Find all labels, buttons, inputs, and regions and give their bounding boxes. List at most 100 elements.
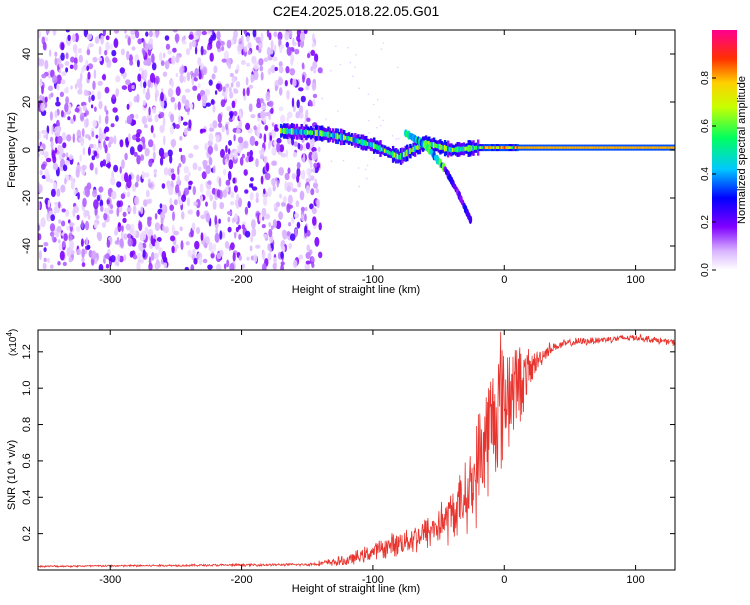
noise-blob xyxy=(85,187,90,198)
noise-blob xyxy=(170,138,177,148)
trace-core xyxy=(429,142,433,147)
trace-core xyxy=(382,147,385,152)
trace-core xyxy=(343,134,346,141)
noise-blob xyxy=(60,79,66,85)
noise-blob xyxy=(255,197,259,203)
noise-blob xyxy=(58,201,61,209)
trace-core xyxy=(640,146,644,149)
noise-blob xyxy=(205,212,211,223)
noise-blob xyxy=(58,63,64,69)
noise-blob xyxy=(306,117,311,123)
noise-blob xyxy=(240,60,246,65)
trace-core xyxy=(551,146,554,149)
noise-blob xyxy=(225,83,230,88)
snr-x-tick-label: 100 xyxy=(626,574,644,586)
noise-blob xyxy=(200,232,204,242)
trace-core xyxy=(644,146,647,149)
trace-core xyxy=(615,146,619,149)
noise-blob xyxy=(270,107,274,114)
snr-frame xyxy=(37,329,676,571)
noise-blob xyxy=(272,56,278,62)
trace-core xyxy=(332,132,335,139)
noise-blob xyxy=(247,42,252,49)
noise-blob xyxy=(207,264,213,270)
sparse-noise-dot xyxy=(396,66,399,69)
noise-blob xyxy=(103,140,106,149)
trace-core xyxy=(410,148,414,153)
trace-core xyxy=(355,138,358,143)
noise-blob xyxy=(86,49,91,56)
trace-core xyxy=(535,146,538,149)
noise-blob xyxy=(297,142,301,150)
spectrogram-y-ticks: 40 20 0 -20 -40 xyxy=(21,48,675,254)
trace-core xyxy=(309,129,313,136)
noise-blob xyxy=(54,126,60,134)
noise-blob xyxy=(188,153,194,159)
colorbar-ticks: 0.0 0.2 0.4 0.6 0.8 xyxy=(700,71,716,277)
noise-blob xyxy=(244,230,251,238)
noise-blob xyxy=(102,30,106,37)
sparse-noise-dot xyxy=(376,126,378,129)
noise-blob xyxy=(250,114,256,119)
snr-y-tick-label: 1.2 xyxy=(21,344,33,359)
noise-blob xyxy=(131,85,135,90)
noise-blob xyxy=(317,67,323,74)
noise-blob xyxy=(184,99,190,110)
noise-blob xyxy=(77,88,83,95)
noise-blob xyxy=(241,221,246,226)
noise-blob xyxy=(262,216,265,221)
noise-blob xyxy=(305,185,310,194)
noise-blob xyxy=(169,79,172,86)
noise-blob xyxy=(53,181,57,191)
noise-blob xyxy=(292,41,297,46)
spectrogram-y-tick-label: 0 xyxy=(21,147,33,153)
trace-core xyxy=(450,147,453,153)
trace-core xyxy=(511,146,515,149)
trace-core xyxy=(607,146,611,149)
noise-blob xyxy=(136,261,141,270)
noise-blob xyxy=(91,250,97,260)
noise-blob xyxy=(246,151,250,157)
noise-blob xyxy=(303,143,306,152)
noise-blob xyxy=(214,233,220,243)
noise-blob xyxy=(251,219,256,229)
trace-core xyxy=(538,146,541,149)
noise-blob xyxy=(224,241,230,249)
noise-blob xyxy=(67,116,71,121)
noise-blob xyxy=(126,207,132,212)
trace-core xyxy=(670,146,674,149)
trace-core xyxy=(503,146,507,149)
noise-blob xyxy=(257,42,263,50)
noise-blob xyxy=(260,105,267,111)
spectrogram-y-tick-label: 20 xyxy=(21,96,33,108)
noise-blob xyxy=(92,119,97,128)
noise-blob xyxy=(195,226,201,235)
noise-blob xyxy=(82,197,87,208)
noise-blob xyxy=(73,189,77,196)
noise-blob xyxy=(152,106,157,114)
secondary-trace-blob xyxy=(468,215,473,224)
snr-y-tick-label: 0.6 xyxy=(21,453,33,468)
noise-blob xyxy=(167,149,173,157)
colorbar-tick-label: 0.8 xyxy=(700,71,711,85)
trace-core xyxy=(628,146,631,149)
trace-core xyxy=(529,146,532,149)
trace-core xyxy=(596,146,600,149)
noise-blob xyxy=(38,233,42,241)
snr-x-tick-label: -300 xyxy=(99,574,121,586)
noise-blob xyxy=(142,87,146,95)
trace-core xyxy=(663,146,666,149)
trace-core xyxy=(508,146,511,149)
noise-blob xyxy=(182,121,188,126)
noise-blob xyxy=(38,152,41,158)
noise-blob xyxy=(210,34,214,42)
noise-blob xyxy=(248,156,252,163)
noise-blob xyxy=(247,50,251,56)
trace-core xyxy=(499,146,502,149)
trace-core xyxy=(560,146,563,149)
noise-blob xyxy=(204,242,208,249)
noise-blob xyxy=(233,134,236,142)
noise-blob xyxy=(147,217,152,227)
noise-blob xyxy=(84,220,90,231)
noise-blob xyxy=(148,37,153,45)
